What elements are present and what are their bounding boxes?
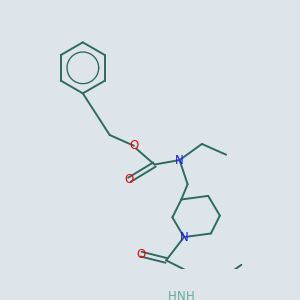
Text: O: O — [136, 248, 146, 261]
Text: N: N — [180, 231, 188, 244]
Text: O: O — [129, 139, 139, 152]
Text: H: H — [168, 290, 176, 300]
Text: O: O — [125, 173, 134, 186]
Text: N: N — [177, 290, 186, 300]
Text: H: H — [186, 290, 195, 300]
Text: N: N — [175, 154, 184, 166]
